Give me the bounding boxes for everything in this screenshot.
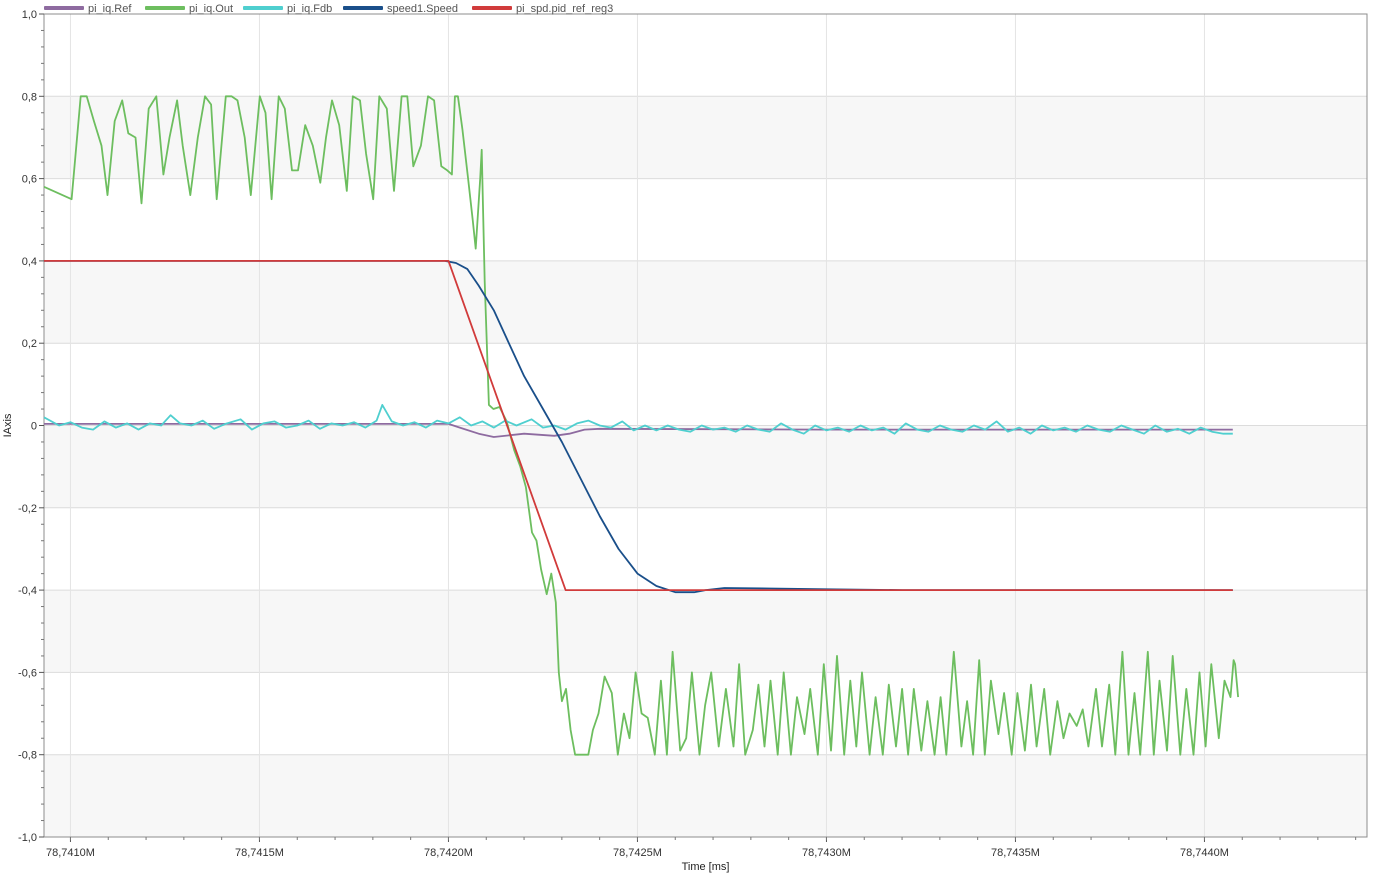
legend-label: pi_iq.Fdb	[287, 3, 332, 15]
y-tick-label: -1,0	[18, 832, 37, 844]
legend-label: pi_iq.Out	[189, 3, 233, 15]
series-line-speed1-speed	[44, 259, 1233, 594]
legend-swatch	[145, 6, 185, 10]
y-tick-label: -0,8	[18, 750, 37, 762]
x-tick-label: 78,7425M	[613, 847, 662, 859]
plot-band	[44, 425, 1367, 508]
x-tick-label: 78,7415M	[235, 847, 284, 859]
plot-band	[44, 590, 1367, 673]
x-axis-label: Time [ms]	[682, 861, 730, 873]
y-tick-label: -0,6	[18, 667, 37, 679]
y-tick-label: 0	[31, 421, 37, 433]
plot-band	[44, 260, 1367, 344]
x-tick-label: 78,7440M	[1180, 847, 1229, 859]
plot-bands	[44, 14, 1367, 837]
x-tick-label: 78,7430M	[802, 847, 851, 859]
legend-swatch	[243, 6, 283, 10]
x-tick-label: 78,7410M	[46, 847, 95, 859]
series-line-pi-spd-pid-ref-reg3	[44, 259, 1233, 591]
legend-label: pi_iq.Ref	[88, 3, 132, 15]
legend-swatch	[343, 6, 383, 10]
x-tick-label: 78,7435M	[991, 847, 1040, 859]
y-tick-label: -0,4	[18, 585, 37, 597]
series-line-pi-iq-out	[43, 95, 1239, 756]
y-axis: 1,0 0,8 0,6 0,4 0,2 0 -0,2 -0,4 -0,6 -0,8 -1,0	[18, 9, 44, 844]
y-tick-label: 0,2	[22, 338, 37, 350]
legend-swatch	[44, 6, 84, 10]
y-tick-label: -0,2	[18, 503, 37, 515]
legend-swatch	[472, 6, 512, 10]
legend-label: speed1.Speed	[387, 3, 458, 15]
x-axis: 78,7410M 78,7415M 78,7420M 78,7425M 78,7430M…	[46, 837, 1357, 859]
y-tick-label: 0,6	[22, 174, 37, 186]
y-tick-label: 0,8	[22, 91, 37, 103]
y-axis-label: IAxis	[2, 413, 14, 437]
plot-band	[44, 672, 1367, 755]
legend-label: pi_spd.pid_ref_reg3	[516, 3, 613, 15]
plot-band	[44, 754, 1367, 837]
x-tick-label: 78,7420M	[424, 847, 473, 859]
series-layer	[43, 95, 1239, 756]
plot-band	[44, 178, 1367, 261]
series-line-pi-iq-fdb	[43, 403, 1233, 435]
y-tick-label: 1,0	[22, 9, 37, 21]
plot-band	[44, 96, 1367, 179]
y-tick-label: 0,4	[22, 256, 37, 268]
plot-band	[44, 507, 1367, 591]
plot-band	[44, 14, 1367, 97]
plot-band	[44, 343, 1367, 426]
legend: pi_iq.Ref pi_iq.Out pi_iq.Fdb speed1.Speed p…	[44, 3, 613, 15]
